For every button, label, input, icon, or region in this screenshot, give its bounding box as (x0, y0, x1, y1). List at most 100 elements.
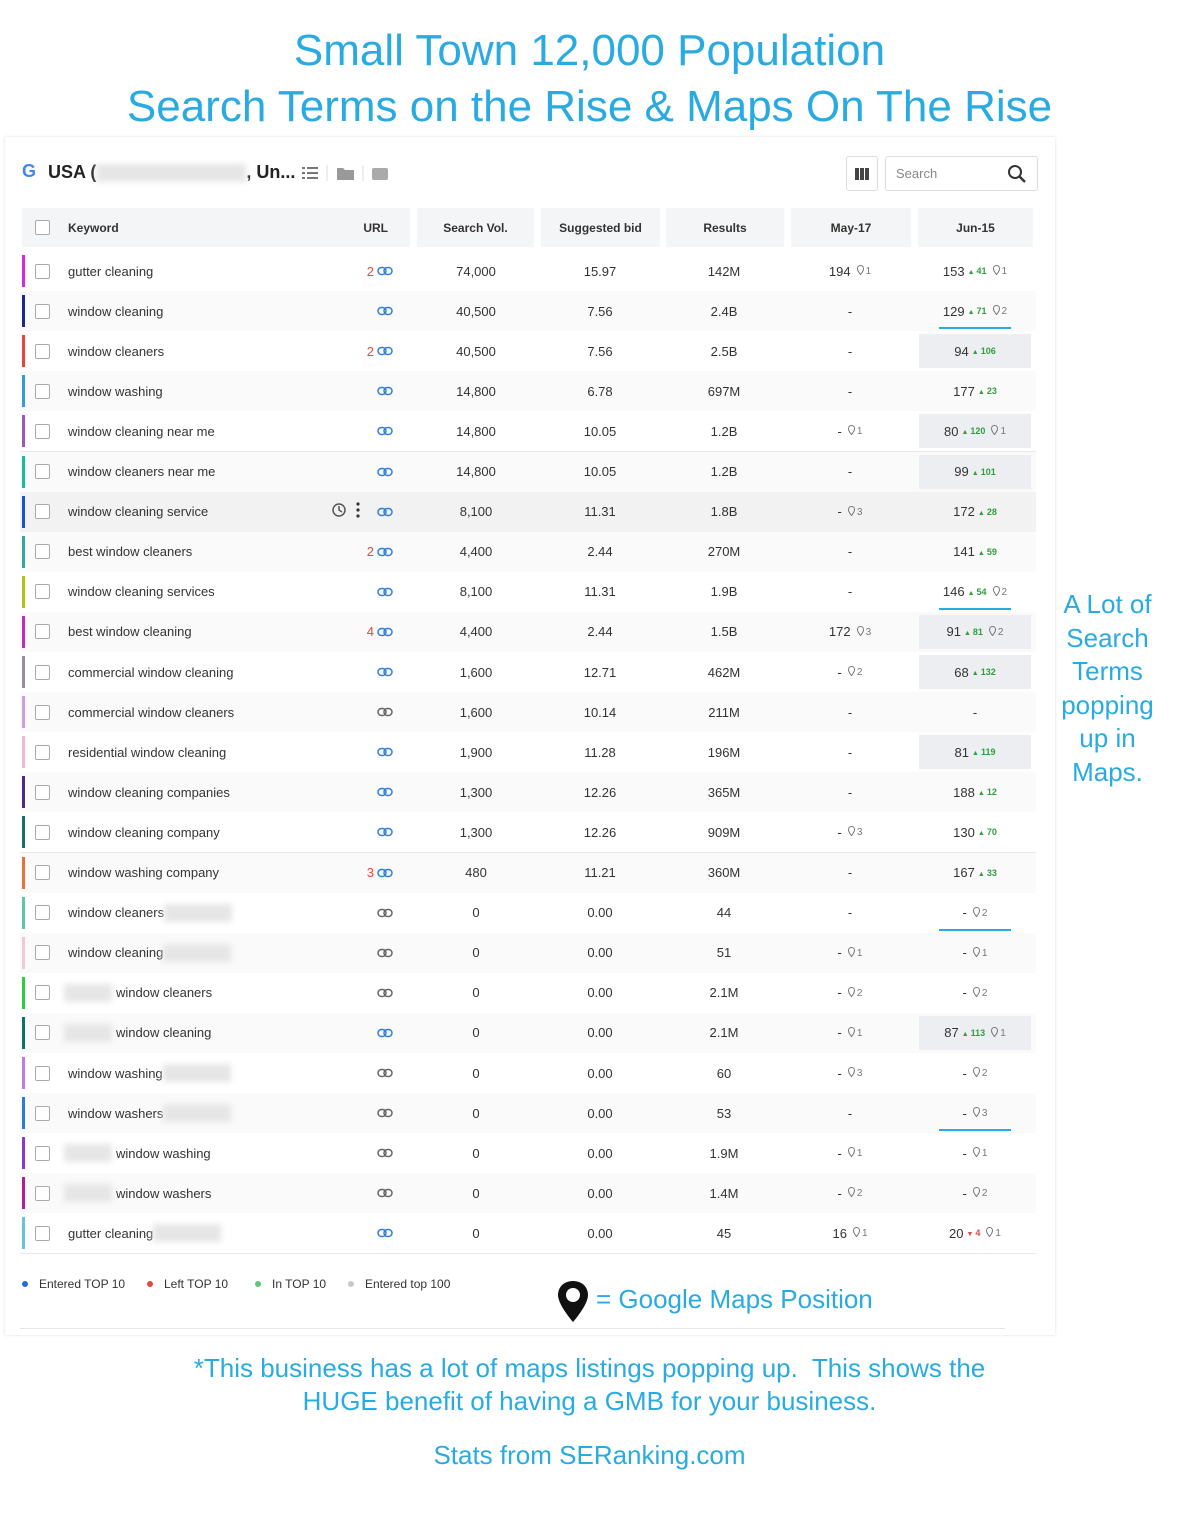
maps-position: 2 (972, 986, 987, 999)
maps-position: 1 (972, 946, 988, 959)
search-vol: 0 (472, 1025, 480, 1041)
url-cell (300, 732, 410, 772)
results: 270M (707, 544, 741, 560)
position: - (837, 423, 842, 439)
change-arrow: ▲ (963, 629, 971, 637)
url-link[interactable] (377, 868, 393, 878)
url-link[interactable] (377, 587, 393, 597)
search-box[interactable]: Search (885, 156, 1038, 191)
url-link[interactable] (377, 1188, 393, 1198)
toolbar-icons[interactable] (300, 163, 395, 183)
footer-line: *This business has a lot of maps listing… (193, 1353, 986, 1383)
position-cell: 172 ▲ 28 (919, 495, 1031, 529)
footer-line: HUGE benefit of having a GMB for your bu… (302, 1386, 877, 1416)
url-link[interactable] (377, 426, 393, 436)
maps-position: 2 (988, 625, 1003, 638)
position-cell: - (794, 735, 906, 769)
maps-position: 1 (991, 1026, 1006, 1039)
bid: 11.28 (584, 744, 616, 760)
url-link[interactable] (377, 507, 393, 517)
checkbox (35, 1145, 50, 1161)
maps-rank: 3 (856, 1068, 863, 1079)
url-link[interactable] (377, 386, 393, 396)
position: 141 (953, 544, 975, 560)
position-cell: 87 ▲ 113 1 (919, 1015, 1031, 1050)
side-note-line: Search (1066, 622, 1149, 653)
maps-position: 1 (992, 264, 1007, 277)
position: 153 (942, 263, 965, 279)
url-link[interactable] (377, 707, 393, 717)
table-row: best window cleaning 4 4,400 2.44 1.5B 172 3 91… (20, 611, 1036, 653)
url-link[interactable] (377, 827, 393, 837)
row-color-bar (22, 1217, 25, 1250)
url-link[interactable] (377, 1228, 393, 1238)
url-link[interactable] (377, 988, 393, 998)
url-link[interactable] (377, 1108, 393, 1118)
url-link[interactable] (377, 908, 393, 918)
keyword-cell: window cleaners near me (20, 452, 410, 492)
url-cell: 3 (300, 853, 410, 893)
maps-position: 3 (847, 505, 862, 518)
checkbox (35, 1105, 50, 1121)
results: 2.4B (710, 303, 738, 319)
url-link[interactable] (377, 1068, 393, 1078)
search-vol: 14,800 (456, 464, 496, 479)
checkbox (35, 343, 50, 359)
url-link[interactable] (377, 306, 393, 316)
position: - (847, 784, 853, 800)
position: - (847, 704, 853, 720)
change-value: 81 (972, 626, 983, 637)
url-link[interactable] (377, 667, 393, 677)
checkbox (35, 865, 50, 880)
change-value: 41 (976, 266, 987, 276)
position: 68 (954, 664, 969, 680)
url-cell (300, 1213, 410, 1253)
url-link[interactable] (377, 346, 393, 356)
checkbox (35, 824, 50, 840)
maps-rank: 1 (1000, 1027, 1006, 1039)
url-link[interactable] (377, 948, 393, 958)
url-link[interactable] (377, 1148, 393, 1158)
keyword-cell: window cleaning company (20, 812, 410, 852)
url-link[interactable] (377, 266, 393, 276)
row-color-bar (22, 976, 25, 1009)
position-cell: 146 ▲ 54 2 (919, 575, 1031, 610)
url-link[interactable] (377, 467, 393, 477)
maps-rank: 1 (981, 947, 988, 959)
row-actions[interactable] (331, 501, 363, 522)
results: 1.2B (710, 423, 738, 439)
table-row: window cleaners 0 0.00 2.1M -2-2 (20, 972, 1036, 1014)
maps-rank: 2 (856, 667, 863, 678)
row-color-bar (22, 936, 25, 969)
url-link[interactable] (377, 747, 393, 757)
position: 20 (949, 1225, 964, 1241)
maps-key: = Google Maps Position (596, 1284, 873, 1314)
change-arrow: ▲ (971, 469, 979, 477)
results: 697M (707, 383, 741, 399)
position-cell: -3 (794, 495, 906, 529)
header-cell: Keyword URL (22, 208, 410, 247)
change-arrow: ▲ (967, 589, 975, 597)
keyword: window cleaning companies (68, 784, 230, 800)
blurred-text (64, 1023, 112, 1042)
change-value: 113 (970, 1027, 986, 1038)
position-change: ▲ 23 (978, 386, 997, 396)
url-link[interactable] (377, 787, 393, 797)
url-cell (300, 772, 410, 812)
search-vol: 1,300 (459, 784, 493, 800)
change-arrow: ▲ (971, 670, 979, 677)
search-vol: 74,000 (456, 263, 496, 279)
url-cell (300, 933, 410, 973)
url-link[interactable] (377, 547, 393, 557)
change-arrow: ▼ (966, 1231, 974, 1239)
url-cell: 2 (300, 532, 410, 572)
legend-item: Entered TOP 10 (22, 1277, 125, 1291)
results: 360M (707, 865, 741, 880)
maps-position: 2 (847, 1187, 862, 1199)
url-link[interactable] (377, 627, 393, 637)
checkbox (35, 1065, 50, 1081)
position-cell: 177 ▲ 23 (919, 374, 1031, 408)
position: - (837, 664, 842, 680)
columns-button[interactable] (846, 156, 878, 191)
url-link[interactable] (377, 1028, 393, 1038)
